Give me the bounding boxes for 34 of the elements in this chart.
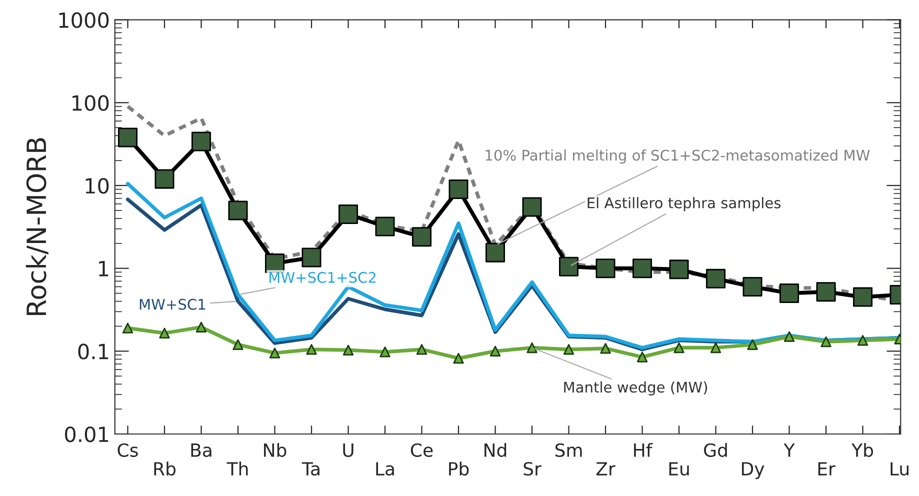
y-axis-title: Rock/N-MORB [26,138,48,315]
series-label: 10% Partial melting of SC1+SC2-metasomatized MW [486,149,870,164]
x-tick-label: Nd [484,443,506,457]
y-tick-label: 100 [72,95,109,111]
series-label: Mantle wedge (MW) [564,381,708,396]
x-tick-label: Th [226,462,248,476]
x-tick-label: Rb [154,462,176,476]
x-tick-label: Er [818,462,836,476]
y-tick-label: 1 [99,261,108,276]
x-tick-label: Cs [118,443,138,457]
x-tick-label: Lu [890,462,908,476]
y-tick-label: 0.01 [65,426,108,442]
x-tick-label: Y [784,444,795,457]
series-label: MW+SC1+SC2 [270,272,376,283]
x-tick-label: Hf [634,443,653,457]
x-tick-label: Dy [742,462,764,480]
x-tick-label: Sr [524,462,542,476]
x-tick-label: La [376,462,394,476]
x-tick-label: Sm [555,443,582,457]
x-tick-label: Ta [302,462,320,476]
y-tick-label: 10 [86,178,109,194]
x-tick-label: Yb [851,443,874,457]
y-tick-label: 1000 [59,12,109,28]
x-tick-label: Zr [596,462,616,476]
x-tick-label: Nb [264,443,286,457]
x-tick-label: Gd [704,443,727,457]
x-tick-label: Ba [191,444,212,457]
x-tick-label: Ce [410,443,433,457]
x-tick-label: Pb [449,462,469,476]
x-tick-label: Eu [669,462,689,476]
y-tick-label: 0.1 [78,344,108,360]
text: MW+SC1 [140,298,206,310]
text: El Astillero tephra samples [588,197,781,212]
x-tick-label: U [343,444,354,457]
